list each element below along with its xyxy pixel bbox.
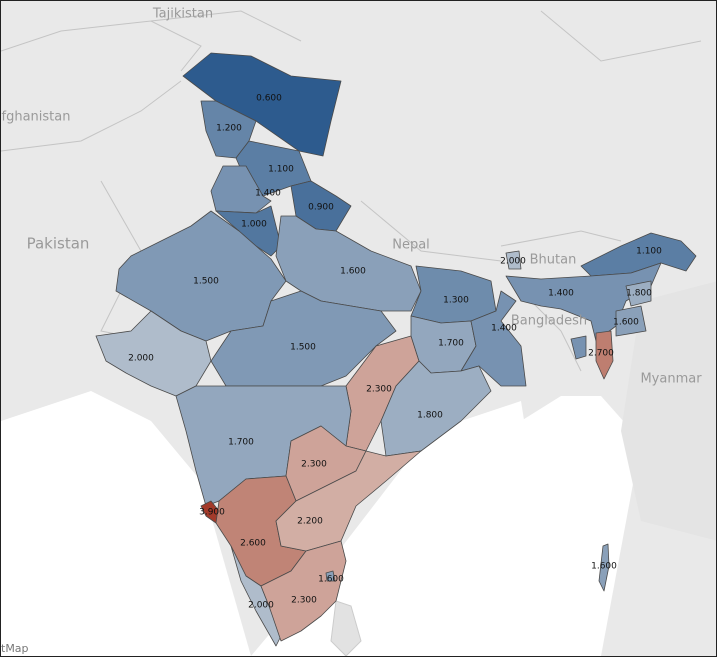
region-puducherry[interactable] xyxy=(325,570,336,582)
arabian-sea xyxy=(1,391,251,656)
value-label: 0.600 xyxy=(256,94,282,104)
country-label-pakistan: Pakistan xyxy=(27,235,90,253)
value-label: 1.400 xyxy=(548,289,574,299)
region-tripura[interactable] xyxy=(570,335,587,360)
value-label: 2.300 xyxy=(366,385,392,395)
myanmar-land xyxy=(621,281,716,541)
region-nagaland[interactable] xyxy=(625,280,652,307)
country-label-nepal: Nepal xyxy=(392,238,430,253)
region-uttar-pradesh[interactable] xyxy=(275,215,422,312)
value-label: 1.200 xyxy=(216,124,242,134)
value-label: 0.900 xyxy=(308,203,334,213)
country-label-afghanistan: fghanistan xyxy=(2,110,71,125)
value-label: 2.700 xyxy=(588,349,614,359)
region-tamil-nadu[interactable] xyxy=(260,540,347,642)
region-punjab[interactable] xyxy=(210,165,272,214)
value-label: 1.500 xyxy=(193,277,219,287)
value-label: 2.000 xyxy=(500,257,526,267)
region-mizoram[interactable] xyxy=(595,330,614,380)
value-label: 1.100 xyxy=(636,247,662,257)
value-label: 1.500 xyxy=(290,343,316,353)
value-label: 3.900 xyxy=(199,508,225,518)
value-label: 1.600 xyxy=(340,267,366,277)
value-label: 2.200 xyxy=(297,517,323,527)
value-label: 1.600 xyxy=(591,562,617,572)
region-sikkim[interactable] xyxy=(505,250,522,270)
value-label: 1.000 xyxy=(241,220,267,230)
country-label-bangladesh: Bangladesh xyxy=(511,314,587,329)
value-label: 1.800 xyxy=(626,289,652,299)
sri-lanka xyxy=(330,600,362,656)
value-label: 2.000 xyxy=(248,601,274,611)
region-gujarat[interactable] xyxy=(95,310,212,397)
value-label: 1.400 xyxy=(255,189,281,199)
value-label: 2.300 xyxy=(291,596,317,606)
value-label: 1.300 xyxy=(443,296,469,306)
map-attribution[interactable]: tMap xyxy=(1,642,29,655)
value-label: 2.000 xyxy=(128,354,154,364)
value-label: 1.700 xyxy=(438,339,464,349)
value-label: 1.400 xyxy=(491,324,517,334)
value-label: 2.600 xyxy=(240,539,266,549)
country-label-bhutan: Bhutan xyxy=(530,253,577,268)
value-label: 1.700 xyxy=(228,438,254,448)
region-andhra-pradesh[interactable] xyxy=(275,450,422,552)
country-label-myanmar: Myanmar xyxy=(640,372,702,387)
value-label: 1.800 xyxy=(417,411,443,421)
country-label-tajikistan: Tajikistan xyxy=(152,7,213,22)
region-bihar[interactable] xyxy=(410,265,497,324)
region-andaman[interactable] xyxy=(598,543,610,592)
region-odisha[interactable] xyxy=(380,360,492,457)
value-label: 1.600 xyxy=(613,318,639,328)
value-label: 1.100 xyxy=(268,165,294,175)
region-west-bengal[interactable] xyxy=(460,290,527,387)
region-manipur[interactable] xyxy=(615,305,647,337)
value-label: 1.600 xyxy=(318,575,344,585)
value-label: 2.300 xyxy=(301,460,327,470)
